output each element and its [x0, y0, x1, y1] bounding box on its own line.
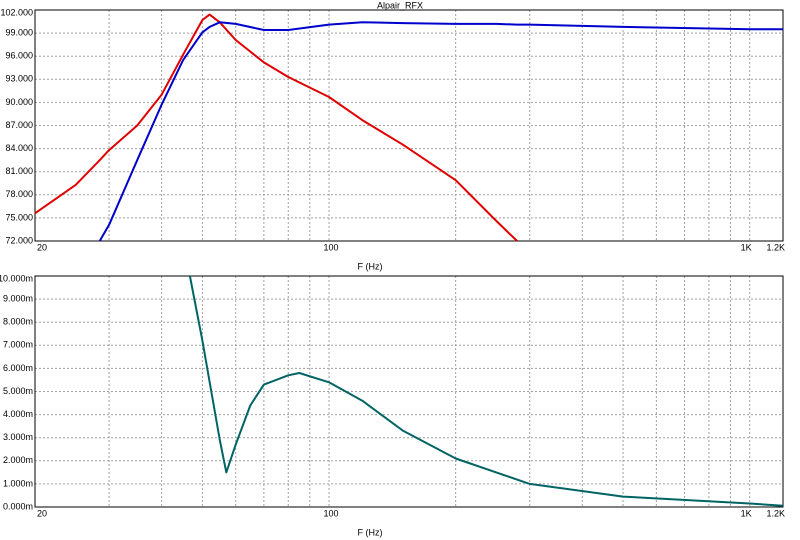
x-tick-label: 1.2K	[766, 242, 785, 252]
chart-title: Alpair_RFX	[377, 0, 423, 10]
y-tick-label: 2.000m	[3, 455, 33, 465]
x-tick-label: 100	[324, 242, 339, 252]
x-axis-label: F (Hz)	[358, 261, 383, 271]
y-tick-label: 90.000	[5, 97, 33, 107]
x-tick-label: 1.2K	[766, 508, 785, 518]
y-tick-label: 99.000	[5, 27, 33, 37]
x-tick-label: 1K	[741, 508, 752, 518]
x-tick-label: 20	[37, 508, 47, 518]
y-tick-label: 78.000	[5, 189, 33, 199]
y-tick-label: 72.000	[5, 235, 33, 245]
y-tick-label: 4.000m	[3, 409, 33, 419]
y-tick-label: 1.000m	[3, 478, 33, 488]
plot-frame	[34, 9, 784, 242]
data-line	[98, 21, 783, 242]
x-tick-label: 1K	[741, 242, 752, 252]
y-tick-label: 8.000m	[3, 317, 33, 327]
y-tick-label: 10.000m	[0, 273, 33, 283]
x-tick-label: 100	[324, 508, 339, 518]
y-tick-label: 3.000m	[3, 432, 33, 442]
plot-frame	[34, 275, 784, 508]
data-line	[34, 13, 518, 242]
y-tick-label: 96.000	[5, 51, 33, 61]
y-tick-label: 5.000m	[3, 386, 33, 396]
x-axis-label: F (Hz)	[358, 527, 383, 537]
y-tick-label: 93.000	[5, 74, 33, 84]
data-line	[188, 275, 784, 507]
y-tick-label: 102.000	[0, 7, 33, 17]
y-tick-label: 87.000	[5, 120, 33, 130]
y-tick-label: 0.000m	[3, 501, 33, 511]
y-tick-label: 9.000m	[3, 293, 33, 303]
y-tick-label: 81.000	[5, 166, 33, 176]
y-tick-label: 84.000	[5, 143, 33, 153]
y-tick-label: 75.000	[5, 212, 33, 222]
y-tick-label: 6.000m	[3, 363, 33, 373]
y-tick-label: 7.000m	[3, 340, 33, 350]
x-tick-label: 20	[37, 242, 47, 252]
